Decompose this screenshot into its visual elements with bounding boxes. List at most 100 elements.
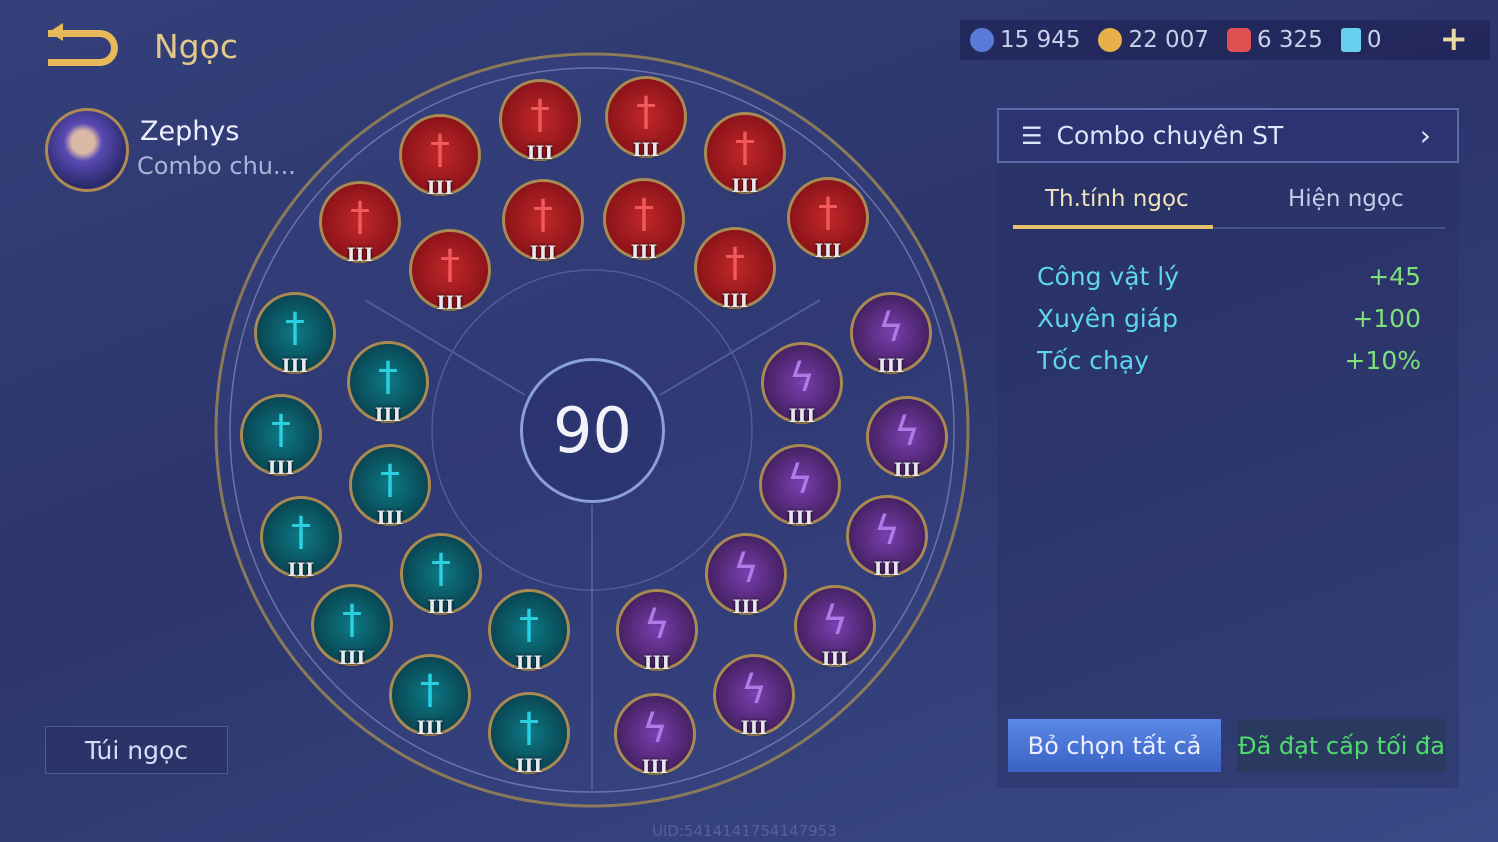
teal-gem-slot[interactable]: † III	[311, 584, 393, 669]
gem-tier: III	[416, 717, 444, 739]
teal-gem-slot[interactable]: † III	[488, 589, 570, 674]
purple-gem-slot[interactable]: ϟ III	[705, 533, 787, 618]
red-gem-slot[interactable]: † III	[502, 179, 584, 264]
stat-row: Tốc chạy +10%	[1037, 346, 1421, 375]
gem-tier: III	[632, 139, 660, 161]
currency-card: 0	[1340, 27, 1381, 53]
back-arrow-icon[interactable]	[48, 23, 118, 66]
add-currency-button[interactable]: +	[1439, 19, 1469, 59]
gem-bag-button[interactable]: Túi ngọc	[45, 726, 228, 774]
sword-icon: †	[285, 305, 305, 351]
gem-tier: III	[731, 175, 759, 197]
gem-tier: III	[267, 457, 295, 479]
sword-icon: †	[634, 191, 654, 237]
gem-tier: III	[821, 648, 849, 670]
card-icon	[1340, 28, 1361, 52]
gold-icon	[1098, 28, 1123, 52]
chevron-right-icon: ›	[1419, 119, 1431, 152]
purple-gem-slot[interactable]: ϟ III	[866, 396, 948, 481]
ruby-icon	[1226, 28, 1251, 52]
lightning-icon: ϟ	[893, 409, 921, 455]
hero-subtitle: Combo chu...	[137, 152, 296, 180]
red-gem-slot[interactable]: † III	[787, 177, 869, 262]
lightning-icon: ϟ	[643, 602, 671, 648]
gem-tier: III	[788, 405, 816, 427]
gem-tier: III	[732, 596, 760, 618]
gem-tier: III	[873, 558, 901, 580]
gem-tier: III	[515, 755, 543, 777]
red-gem-slot[interactable]: † III	[694, 227, 776, 312]
red-gem-slot[interactable]: † III	[399, 114, 481, 199]
sword-icon: †	[431, 546, 451, 592]
tab-show-gems[interactable]: Hiện ngọc	[1288, 186, 1404, 212]
teal-gem-slot[interactable]: † III	[488, 692, 570, 777]
max-level-button[interactable]: Đã đạt cấp tối đa	[1237, 719, 1446, 772]
teal-gem-slot[interactable]: † III	[260, 496, 342, 581]
teal-gem-slot[interactable]: † III	[347, 341, 429, 426]
gem-tier: III	[893, 459, 921, 481]
deselect-all-button[interactable]: Bỏ chọn tất cả	[1008, 719, 1221, 772]
list-icon: ☰	[1021, 121, 1043, 150]
red-gem-slot[interactable]: † III	[603, 178, 685, 263]
sword-icon: †	[342, 597, 362, 643]
voucher-icon	[970, 28, 994, 52]
lightning-icon: ϟ	[821, 598, 849, 644]
sword-icon: †	[533, 192, 553, 238]
sword-icon: †	[519, 705, 539, 751]
gem-tier: III	[526, 142, 554, 164]
teal-gem-slot[interactable]: † III	[240, 394, 322, 479]
lightning-icon: ϟ	[732, 546, 760, 592]
purple-gem-slot[interactable]: ϟ III	[761, 342, 843, 427]
sword-icon: †	[378, 354, 398, 400]
lightning-icon: ϟ	[788, 355, 816, 401]
sword-icon: †	[818, 190, 838, 236]
sword-icon: †	[440, 242, 460, 288]
teal-gem-slot[interactable]: † III	[389, 654, 471, 739]
gem-tier: III	[740, 717, 768, 739]
sword-icon: †	[725, 240, 745, 286]
gem-tier: III	[436, 292, 464, 314]
gem-tier: III	[376, 507, 404, 529]
gem-tier: III	[515, 652, 543, 674]
sword-icon: †	[420, 667, 440, 713]
purple-gem-slot[interactable]: ϟ III	[713, 654, 795, 739]
gem-tier: III	[287, 559, 315, 581]
purple-gem-slot[interactable]: ϟ III	[850, 292, 932, 377]
sword-icon: †	[519, 602, 539, 648]
red-gem-slot[interactable]: † III	[409, 229, 491, 314]
purple-gem-slot[interactable]: ϟ III	[759, 444, 841, 529]
purple-gem-slot[interactable]: ϟ III	[616, 589, 698, 674]
sword-icon: †	[430, 127, 450, 173]
sword-icon: †	[350, 194, 370, 240]
purple-gem-slot[interactable]: ϟ III	[846, 495, 928, 580]
red-gem-slot[interactable]: † III	[499, 79, 581, 164]
lightning-icon: ϟ	[641, 706, 669, 752]
teal-gem-slot[interactable]: † III	[400, 533, 482, 618]
tab-divider	[1013, 227, 1445, 229]
teal-gem-slot[interactable]: † III	[254, 292, 336, 377]
gem-tier: III	[374, 404, 402, 426]
gem-tier: III	[786, 507, 814, 529]
gem-level: 90	[520, 358, 665, 503]
sword-icon: †	[291, 509, 311, 555]
gem-tier: III	[641, 756, 669, 778]
purple-gem-slot[interactable]: ϟ III	[614, 693, 696, 778]
gem-tier: III	[814, 240, 842, 262]
red-gem-slot[interactable]: † III	[704, 112, 786, 197]
lightning-icon: ϟ	[786, 457, 814, 503]
purple-gem-slot[interactable]: ϟ III	[794, 585, 876, 670]
gem-tier: III	[721, 290, 749, 312]
gem-tier: III	[877, 355, 905, 377]
gem-tier: III	[529, 242, 557, 264]
red-gem-slot[interactable]: † III	[319, 181, 401, 266]
tab-gem-stats[interactable]: Th.tính ngọc	[1045, 186, 1189, 212]
page-title: Ngọc	[154, 27, 238, 66]
sword-icon: †	[271, 407, 291, 453]
gem-tier: III	[643, 652, 671, 674]
lightning-icon: ϟ	[873, 508, 901, 554]
hero-avatar[interactable]	[45, 108, 129, 192]
teal-gem-slot[interactable]: † III	[349, 444, 431, 529]
combo-selector[interactable]: ☰ Combo chuyên ST ›	[997, 108, 1459, 163]
red-gem-slot[interactable]: † III	[605, 76, 687, 161]
active-tab-indicator	[1013, 225, 1213, 229]
